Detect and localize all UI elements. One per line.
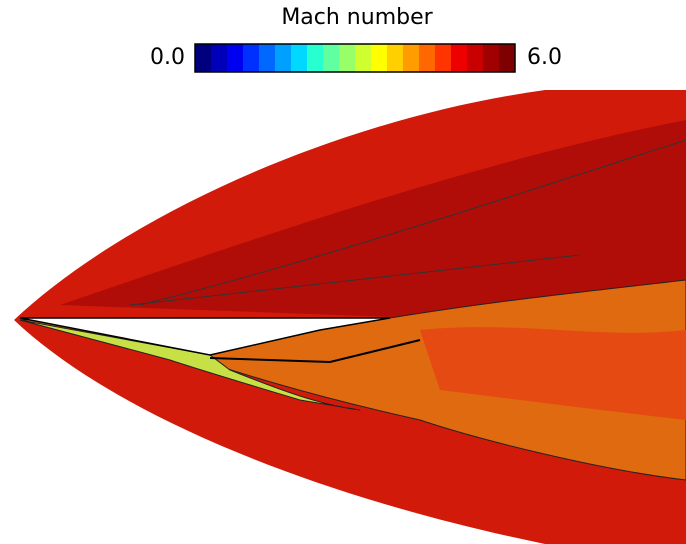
colorbar-max-label: 6.0 [527,45,562,70]
colorbar-segment [483,44,500,72]
colorbar-segment [291,44,308,72]
colorbar-min-label: 0.0 [150,45,185,70]
colorbar-segment [467,44,484,72]
flow-field [14,90,686,544]
colorbar-segment [339,44,356,72]
colorbar-segment [499,44,516,72]
colorbar-segment [243,44,260,72]
page: Mach number 0.06.0 (() => { const data =… [0,0,686,544]
mach-contour-figure: Mach number 0.0 6.0 [0,0,686,544]
colorbar-segment [227,44,244,72]
colorbar-segment [195,44,212,72]
colorbar-segment [403,44,420,72]
colorbar-segment [211,44,228,72]
colorbar-title: Mach number [281,5,433,30]
colorbar-segment [419,44,436,72]
colorbar-segment [387,44,404,72]
colorbar-segment [371,44,388,72]
colorbar-segment [451,44,468,72]
colorbar-segment [355,44,372,72]
colorbar-segment [323,44,340,72]
colorbar-segment [435,44,452,72]
colorbar-segment [259,44,276,72]
colorbar-segment [275,44,292,72]
colorbar-segment [307,44,324,72]
colorbar: 0.0 6.0 [150,44,562,72]
